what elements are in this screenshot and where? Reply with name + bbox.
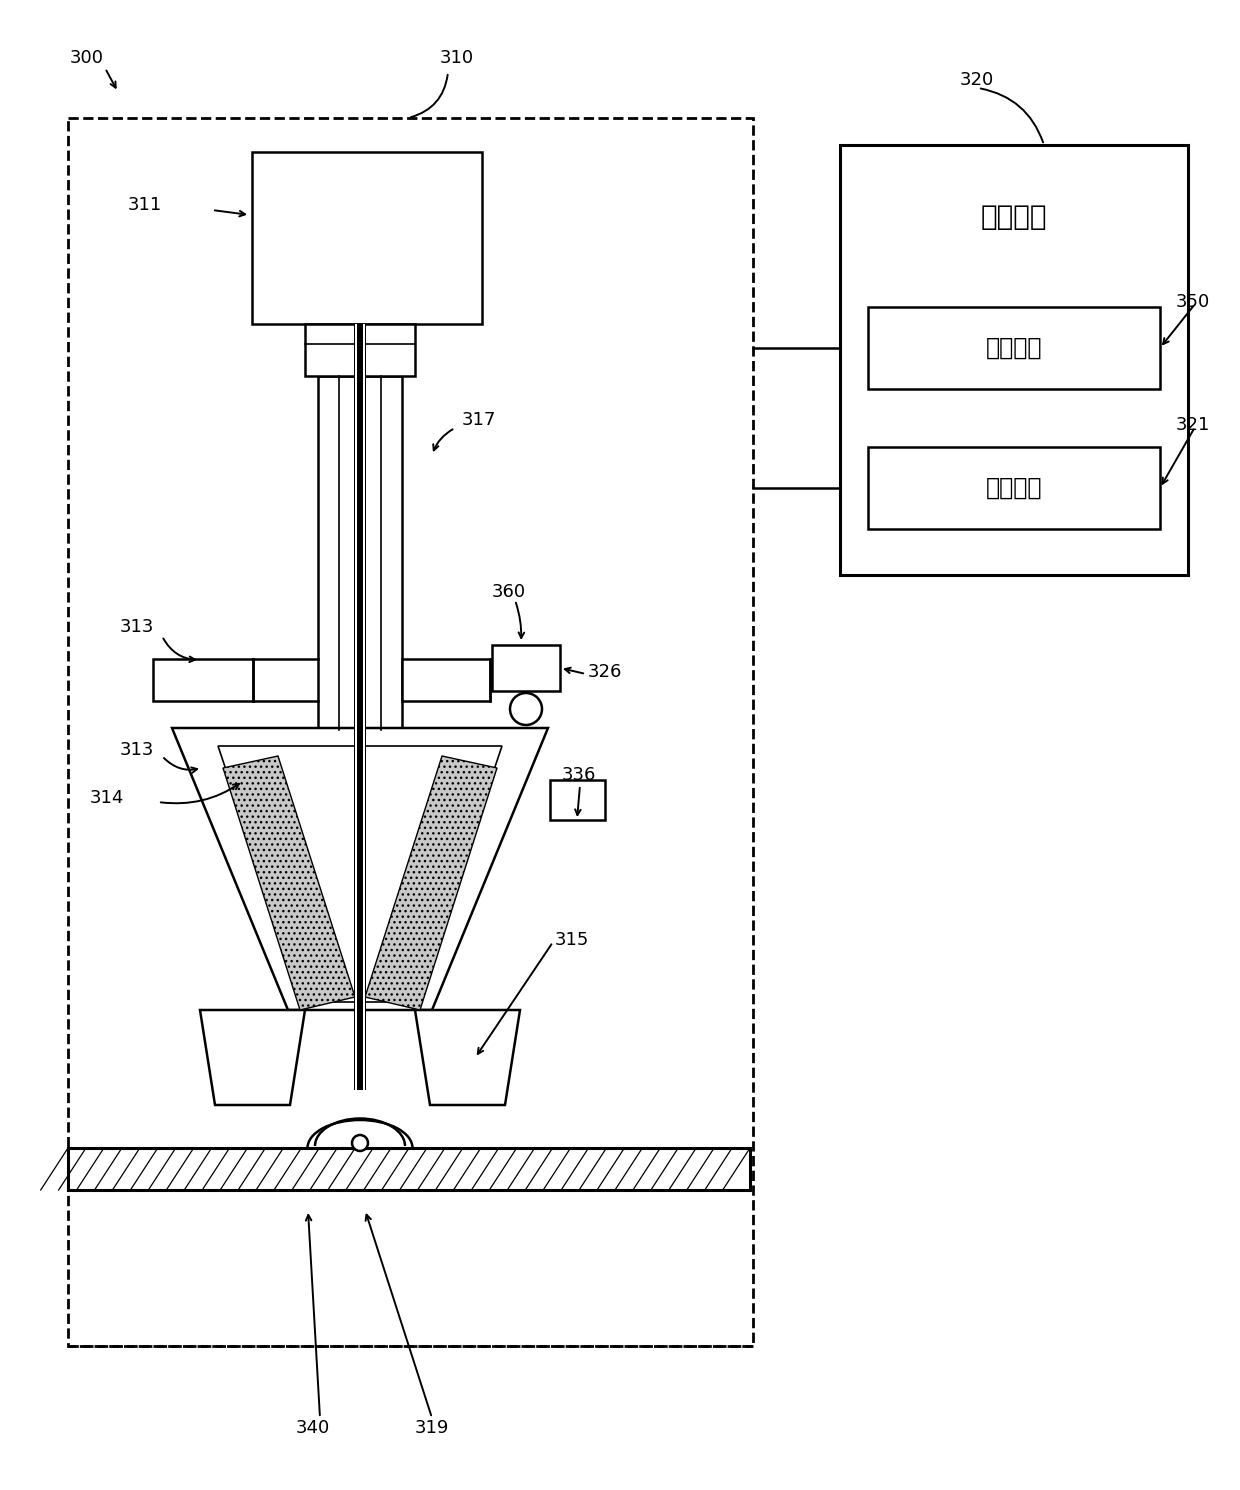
- Bar: [363, 323, 365, 1091]
- Text: 313: 313: [120, 618, 154, 636]
- Bar: [492, 645, 560, 691]
- Text: 调整模块: 调整模块: [986, 337, 1043, 361]
- Bar: [252, 152, 482, 323]
- Circle shape: [352, 1135, 368, 1150]
- Text: 360: 360: [492, 583, 526, 600]
- Text: 315: 315: [556, 931, 589, 949]
- Text: 319: 319: [415, 1418, 449, 1436]
- Bar: [317, 375, 402, 730]
- Bar: [353, 323, 366, 1091]
- Polygon shape: [218, 746, 502, 1001]
- Text: 310: 310: [440, 49, 474, 67]
- Circle shape: [510, 693, 542, 726]
- Bar: [68, 118, 753, 1345]
- Text: 控制模块: 控制模块: [981, 203, 1048, 231]
- Text: 311: 311: [128, 197, 162, 215]
- Text: 350: 350: [1176, 294, 1210, 311]
- Polygon shape: [223, 755, 355, 1010]
- Polygon shape: [200, 1010, 305, 1106]
- Bar: [355, 323, 357, 1091]
- Text: 存储单元: 存储单元: [986, 475, 1043, 501]
- Text: 340: 340: [296, 1418, 330, 1436]
- Bar: [868, 307, 1159, 389]
- Bar: [402, 659, 490, 700]
- Bar: [868, 447, 1159, 529]
- Text: 326: 326: [588, 663, 622, 681]
- Text: 321: 321: [1176, 416, 1210, 434]
- Text: 336: 336: [562, 766, 596, 784]
- Text: 320: 320: [960, 72, 994, 89]
- Text: 314: 314: [91, 790, 124, 808]
- Text: 300: 300: [69, 49, 104, 67]
- Bar: [305, 323, 415, 375]
- Bar: [839, 145, 1188, 575]
- Bar: [551, 779, 605, 820]
- Text: 317: 317: [463, 411, 496, 429]
- Polygon shape: [365, 755, 497, 1010]
- Polygon shape: [415, 1010, 520, 1106]
- Text: 313: 313: [120, 741, 154, 758]
- Bar: [153, 659, 253, 700]
- Polygon shape: [172, 729, 548, 1010]
